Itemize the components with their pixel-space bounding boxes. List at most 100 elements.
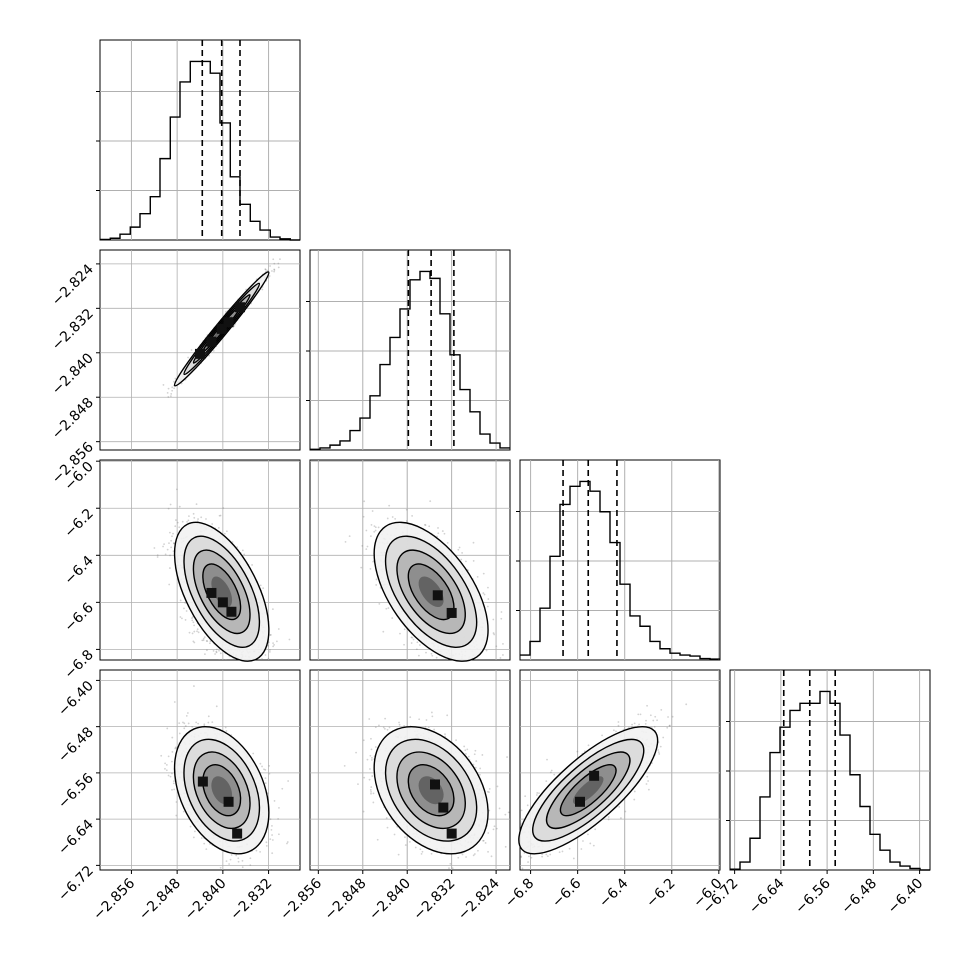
scatter-point	[273, 662, 275, 664]
scatter-point	[363, 500, 366, 503]
density-core	[206, 587, 217, 598]
scatter-point	[172, 532, 174, 535]
scatter-point	[166, 391, 169, 394]
scatter-point	[232, 658, 235, 660]
scatter-point	[209, 640, 212, 643]
scatter-point	[208, 642, 211, 645]
scatter-point	[202, 637, 205, 640]
scatter-point	[375, 578, 378, 581]
scatter-point	[167, 507, 170, 510]
scatter-point	[273, 270, 276, 273]
scatter-point	[191, 619, 194, 622]
y-tick-label: −6.6	[61, 600, 96, 635]
scatter-point	[218, 659, 221, 660]
scatter-point	[228, 662, 230, 664]
scatter-point	[246, 692, 248, 694]
scatter-point	[185, 610, 188, 612]
scatter-point	[222, 507, 225, 509]
scatter-point	[271, 608, 274, 611]
scatter-point	[219, 652, 222, 655]
scatter-point	[472, 541, 475, 544]
scatter-point	[410, 642, 413, 644]
histogram-panel	[96, 39, 301, 241]
scatter-point	[214, 653, 216, 655]
scatter-point	[168, 583, 171, 586]
scatter-point	[217, 675, 219, 677]
scatter-point	[247, 664, 249, 666]
histogram-step	[520, 480, 720, 660]
panel-frame	[99, 459, 301, 661]
scatter-point	[206, 649, 208, 652]
scatter-point	[374, 529, 377, 532]
scatter-point	[193, 516, 196, 519]
scatter-point	[218, 649, 220, 652]
y-tick-label: −6.4	[61, 553, 96, 588]
scatter-point	[267, 644, 270, 647]
scatter-point	[391, 617, 394, 619]
scatter-point	[500, 664, 502, 666]
scatter-point	[425, 651, 427, 654]
scatter-point	[173, 387, 176, 390]
scatter-point	[262, 681, 264, 683]
scatter-point	[170, 393, 173, 395]
scatter-point	[205, 640, 208, 642]
scatter-point	[249, 662, 251, 664]
scatter-point	[219, 514, 222, 517]
scatter-point	[228, 663, 230, 665]
histogram-panel: −6.72 −6.64 −6.56 −6.48 −6.40	[700, 669, 931, 917]
scatter-point	[415, 648, 418, 651]
scatter-point	[254, 668, 256, 670]
scatter-point	[512, 644, 514, 646]
scatter-point	[273, 268, 276, 271]
scatter-point	[238, 672, 240, 674]
scatter-point	[261, 659, 262, 660]
scatter-point	[261, 288, 264, 291]
scatter-point	[175, 519, 177, 521]
scatter-point	[255, 674, 257, 676]
scatter-point	[435, 656, 438, 659]
scatter-point	[267, 657, 270, 660]
histogram-panel	[306, 249, 511, 451]
scatter-point	[288, 638, 291, 641]
scatter-point	[222, 664, 224, 666]
scatter-point	[168, 542, 170, 545]
scatter-point	[197, 518, 199, 520]
panel-frame	[729, 669, 931, 871]
scatter-point	[156, 556, 159, 558]
scatter-point	[261, 658, 263, 660]
scatter-point	[170, 546, 173, 549]
scatter-point	[215, 650, 218, 653]
density-core	[216, 323, 227, 334]
x-tick-label: −6.56	[792, 875, 834, 917]
scatter-point	[272, 258, 275, 261]
density-core	[223, 317, 234, 328]
scatter-point	[260, 665, 262, 667]
scatter-point	[153, 547, 156, 549]
scatter-point	[256, 676, 258, 678]
scatter-point	[456, 662, 458, 664]
scatter-point	[167, 387, 170, 390]
y-tick-label: −6.8	[61, 647, 96, 682]
scatter-point	[271, 270, 273, 272]
density-panel	[309, 459, 514, 673]
scatter-point	[273, 644, 276, 646]
scatter-point	[193, 624, 196, 627]
scatter-point	[171, 389, 174, 392]
histogram-step	[100, 60, 300, 241]
scatter-point	[446, 671, 448, 673]
scatter-point	[192, 512, 195, 515]
scatter-point	[223, 532, 226, 535]
scatter-point	[173, 542, 175, 544]
scatter-point	[163, 543, 165, 545]
scatter-point	[184, 619, 187, 621]
scatter-point	[277, 266, 280, 269]
scatter-point	[241, 549, 244, 552]
scatter-point	[308, 231, 310, 233]
scatter-point	[403, 643, 405, 646]
scatter-point	[268, 275, 271, 277]
scatter-point	[373, 525, 376, 528]
scatter-point	[169, 503, 172, 506]
scatter-point	[278, 667, 280, 669]
scatter-point	[259, 667, 261, 669]
scatter-point	[162, 384, 165, 386]
